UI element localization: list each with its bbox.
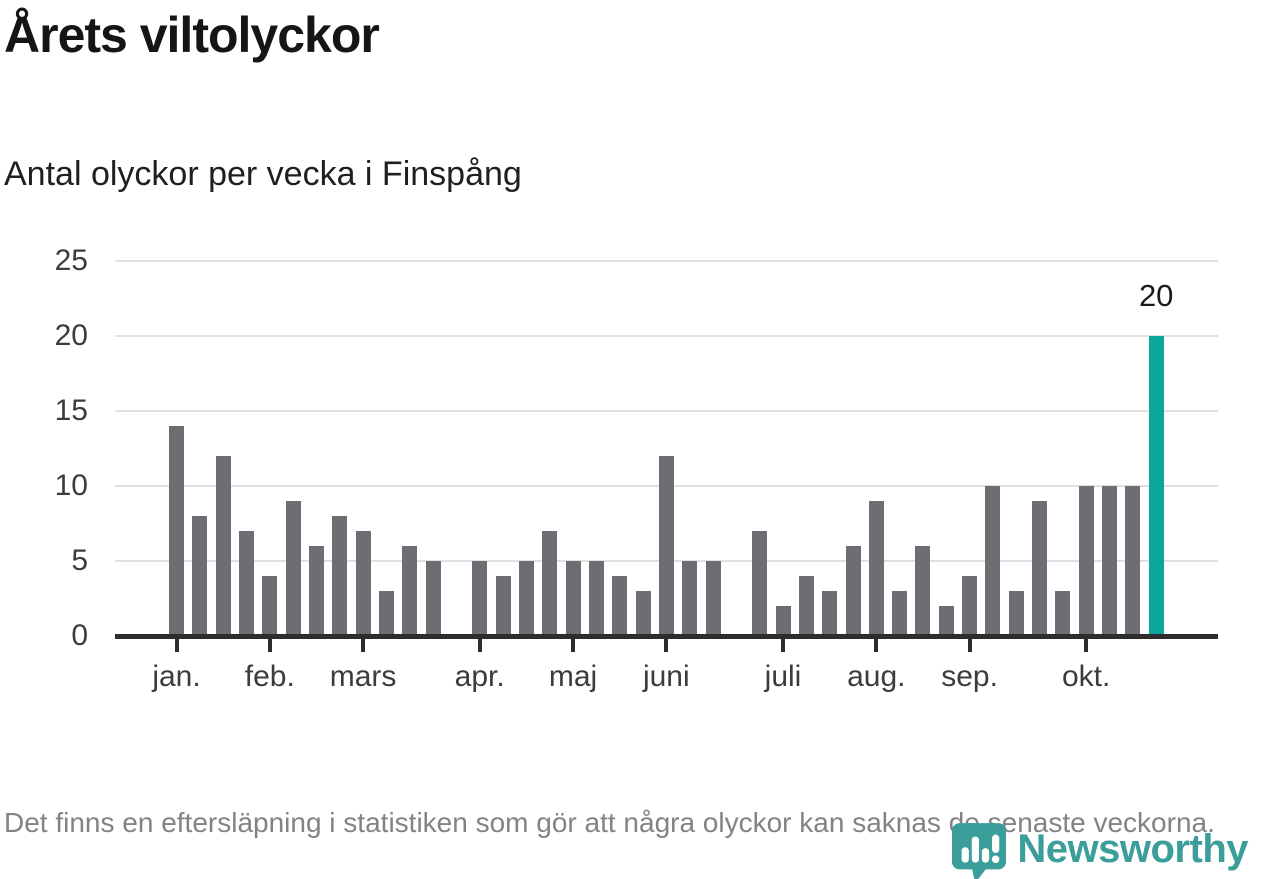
bar-week-20 [612,575,628,636]
bar-week-9 [355,530,371,636]
x-axis-label-juli: juli [764,660,802,693]
x-axis-label-sep: sep. [941,660,998,693]
bar-week-3 [215,455,231,636]
bar-week-11 [402,545,418,636]
x-axis-tick [874,639,879,652]
bar-week-4 [239,530,254,636]
x-axis-tick [571,639,575,652]
bar-week-42 [1125,485,1141,636]
gridline [115,409,1218,412]
bar-week-15 [495,575,511,636]
x-axis-tick [664,639,669,652]
bar-week-17 [542,530,558,636]
bar-week-23 [682,560,698,636]
bar-week-34 [938,606,954,636]
bar-week-21 [635,590,651,636]
chart-subtitle: Antal olyckor per vecka i Finspång [4,155,522,193]
bar-week-6 [285,500,301,636]
bar-week-2 [192,515,208,636]
x-axis-label-aug: aug. [847,660,906,693]
bar-week-5 [262,575,278,636]
x-axis-tick [781,639,785,652]
x-axis-label-juni: juni [642,660,690,693]
x-axis-tick [361,639,366,652]
x-axis-label-mars: mars [329,660,397,693]
x-axis-tick [477,639,482,652]
bar-week-37 [1008,590,1024,636]
bar-week-7 [309,545,324,636]
bar-week-18 [565,560,581,636]
bar-week-27 [775,606,791,636]
newsworthy-pin-icon [951,822,1007,879]
y-axis-label: 5 [71,543,88,577]
x-axis-tick [967,639,972,652]
y-axis-label: 0 [71,619,88,652]
x-axis-line [115,634,1218,639]
bar-week-19 [588,560,604,636]
footnote: Det finns en eftersläpning i statistiken… [4,807,1215,838]
x-axis-label-maj: maj [548,660,598,693]
bar-week-29 [822,590,838,636]
bar-week-38 [1032,500,1048,636]
newsworthy-wordmark: Newsworthy [1017,826,1248,871]
bar-week-28 [798,575,814,636]
x-axis-label-jan: jan. [152,660,201,693]
bar-week-14 [472,560,488,636]
x-axis-tick [1084,639,1089,652]
bar-week-31 [868,500,884,636]
y-axis-label: 20 [54,318,88,352]
bar-week-10 [378,590,394,636]
bar-week-12 [425,560,441,636]
y-axis-label: 10 [54,468,88,502]
bar-week-1 [169,425,184,636]
bar-week-41 [1102,485,1117,636]
bar-week-26 [752,530,768,636]
bar-week-32 [892,590,908,636]
bar-week-35 [962,575,978,636]
x-axis-label-okt: okt. [1062,660,1111,693]
bar-week-24 [705,560,721,636]
bar-week-33 [915,545,931,636]
x-axis-label-apr: apr. [454,660,505,693]
bar-highlight-week-43 [1148,335,1164,636]
x-axis-tick [174,639,179,652]
y-axis-label: 25 [54,243,88,277]
bar-week-30 [845,545,861,636]
bar-week-40 [1078,485,1094,636]
x-axis-tick [267,639,272,652]
bar-week-16 [518,560,534,636]
bar-value-label: 20 [1138,277,1174,313]
bar-week-39 [1055,590,1071,636]
newsworthy-logo: Newsworthy [951,822,1248,879]
chart-title: Årets viltolyckor [4,7,380,63]
bar-week-22 [658,455,674,636]
gridline [115,259,1218,262]
gridline [115,334,1218,337]
x-axis-label-feb: feb. [244,660,295,693]
y-axis-label: 15 [54,393,88,427]
bar-week-36 [985,485,1001,636]
bar-week-8 [332,515,348,636]
